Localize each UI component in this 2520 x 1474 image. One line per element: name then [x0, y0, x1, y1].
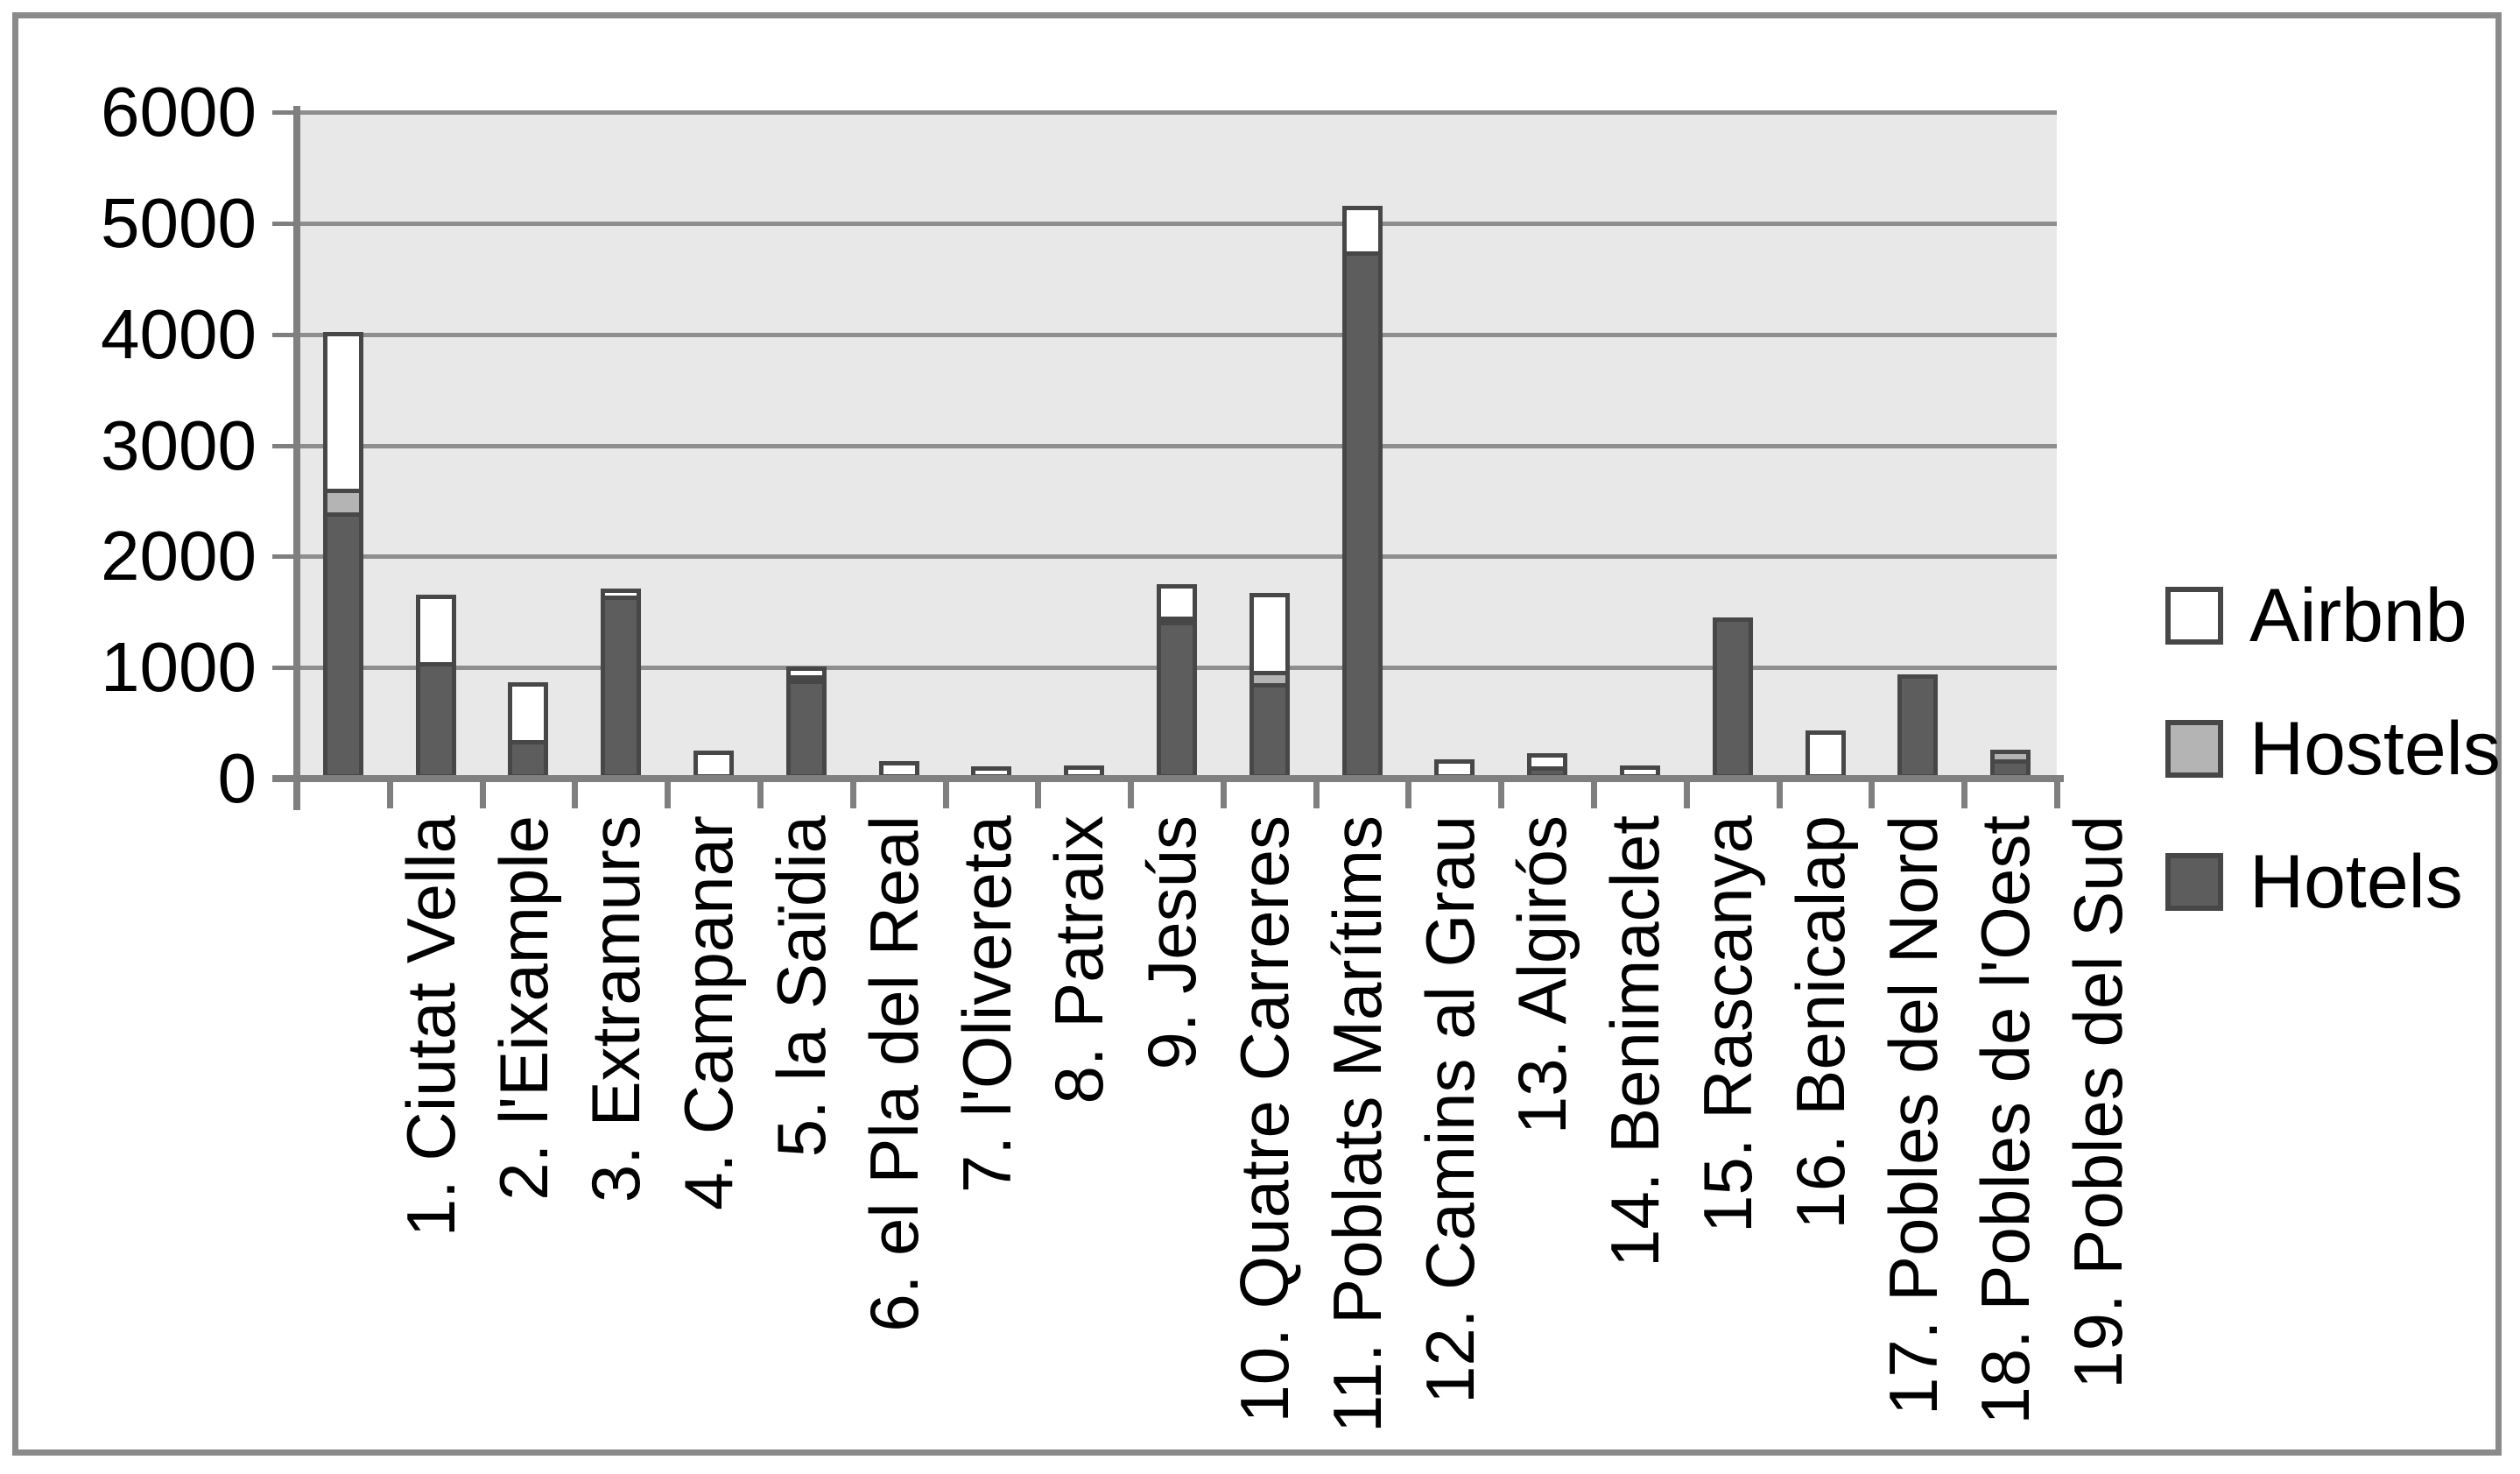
y-axis-tick-6000 — [272, 110, 297, 115]
bar-segment-airbnb — [1805, 730, 1846, 779]
x-axis-tick — [1128, 779, 1135, 808]
y-axis-tick-3000 — [272, 443, 297, 448]
gridline-4000 — [297, 332, 2057, 337]
y-axis-tick-5000 — [272, 221, 297, 226]
chart-figure: 0 1000 2000 3000 4000 5000 6000 1. Ciutat Vell… — [12, 12, 2502, 1456]
legend-item-hotels: Hotels — [2165, 840, 2501, 924]
gridline-5000 — [297, 221, 2057, 226]
bar-segment-airbnb — [785, 666, 827, 680]
x-axis-label: 14. Benimaclet — [1596, 815, 1674, 1267]
bar-segment-airbnb — [1157, 584, 1197, 621]
x-axis-tick — [1405, 779, 1412, 808]
legend-item-airbnb: Airbnb — [2165, 574, 2501, 658]
x-axis-label: 9. Jesús — [1133, 815, 1211, 1070]
y-axis-tick-label: 2000 — [101, 517, 257, 596]
x-axis-label: 16. Benicalap — [1781, 815, 1859, 1230]
x-axis-tick — [572, 779, 579, 808]
bar-segment-airbnb — [415, 595, 456, 666]
gridline-2000 — [297, 554, 2057, 560]
x-axis-label: 4. Campanar — [670, 815, 748, 1210]
bar-segment-airbnb — [322, 332, 363, 493]
x-axis-tick — [1776, 779, 1783, 808]
legend-swatch-airbnb — [2165, 587, 2223, 645]
bar-segment-hotels — [785, 680, 827, 779]
x-axis-label: 6. el Pla del Real — [855, 815, 933, 1332]
bar-segment-hotels — [1157, 621, 1197, 779]
bar-segment-airbnb — [1341, 206, 1383, 256]
bar-segment-airbnb — [1527, 753, 1568, 771]
x-axis-label: 5. la Saïdia — [763, 815, 841, 1158]
y-axis-tick-2000 — [272, 554, 297, 560]
bar-segment-hotels — [1249, 683, 1290, 779]
legend: Airbnb Hostels Hotels — [2165, 574, 2501, 985]
x-axis-label: 7. l'Olivereta — [947, 815, 1025, 1194]
legend-label: Hostels — [2249, 706, 2501, 791]
x-axis-tick — [1498, 779, 1505, 808]
bar-segment-hotels — [1341, 251, 1383, 779]
y-axis-tick-label: 6000 — [101, 73, 257, 151]
y-axis-tick-1000 — [272, 666, 297, 671]
gridline-6000 — [297, 110, 2057, 115]
bar-segment-airbnb — [1249, 593, 1290, 675]
x-axis-tick — [1035, 779, 1042, 808]
y-axis-tick-label: 5000 — [101, 183, 257, 262]
x-axis-tick — [757, 779, 764, 808]
legend-swatch-hostels — [2165, 720, 2223, 778]
gridline-3000 — [297, 443, 2057, 448]
x-axis-label: 10. Quatre Carreres — [1226, 815, 1303, 1423]
x-axis-tick — [386, 779, 393, 808]
bar-segment-hotels — [1897, 674, 1939, 779]
x-axis-tick — [849, 779, 856, 808]
y-axis-tick-label: 3000 — [101, 406, 257, 484]
y-axis-tick-label: 0 — [217, 739, 257, 817]
x-axis-label: 18. Pobles de l'Oest — [1967, 815, 2045, 1425]
x-axis-tick — [2054, 779, 2060, 808]
legend-swatch-hotels — [2165, 853, 2223, 911]
x-axis-tick — [479, 779, 486, 808]
legend-item-hostels: Hostels — [2165, 707, 2501, 791]
x-axis-label: 19. Pobles del Sud — [2059, 815, 2137, 1389]
bar-segment-hostels — [1990, 750, 2031, 764]
x-axis-label: 11. Poblats Marítims — [1318, 815, 1396, 1434]
legend-label: Airbnb — [2249, 573, 2467, 658]
bar-segment-hotels — [1712, 617, 1753, 779]
y-axis-tick-0 — [272, 777, 297, 781]
x-axis-label: 13. Algirós — [1503, 815, 1581, 1135]
legend-label: Hotels — [2249, 839, 2463, 924]
x-axis-line — [272, 775, 2064, 782]
x-axis-tick — [1869, 779, 1876, 808]
x-axis-tick — [1313, 779, 1320, 808]
x-axis-label: 15. Rascanya — [1688, 815, 1766, 1233]
y-axis-tick-label: 1000 — [101, 628, 257, 707]
x-axis-label: 3. Extramurs — [577, 815, 655, 1203]
x-axis-label: 17. Pobles del Nord — [1874, 815, 1952, 1416]
y-axis-tick-4000 — [272, 332, 297, 337]
x-axis-label: 8. Patraix — [1040, 815, 1118, 1104]
x-axis-label: 2. l'Eixample — [484, 815, 562, 1201]
bar-segment-hotels — [508, 740, 549, 779]
x-axis-tick — [1683, 779, 1690, 808]
x-axis-tick — [665, 779, 672, 808]
x-axis-tick — [1220, 779, 1227, 808]
x-axis-tick — [294, 779, 300, 808]
bar-segment-hotels — [601, 596, 642, 779]
y-axis-line — [293, 106, 300, 810]
y-axis-tick-label: 4000 — [101, 294, 257, 373]
bar-segment-hotels — [415, 662, 456, 779]
bar-segment-airbnb — [601, 589, 642, 600]
x-axis-tick — [1591, 779, 1598, 808]
x-axis-tick — [942, 779, 949, 808]
x-axis-tick — [1961, 779, 1968, 808]
x-axis-label: 12. Camins al Grau — [1411, 815, 1489, 1404]
bar-segment-hotels — [322, 512, 363, 779]
bar-segment-airbnb — [508, 682, 549, 744]
x-axis-label: 1. Ciutat Vella — [391, 815, 469, 1238]
